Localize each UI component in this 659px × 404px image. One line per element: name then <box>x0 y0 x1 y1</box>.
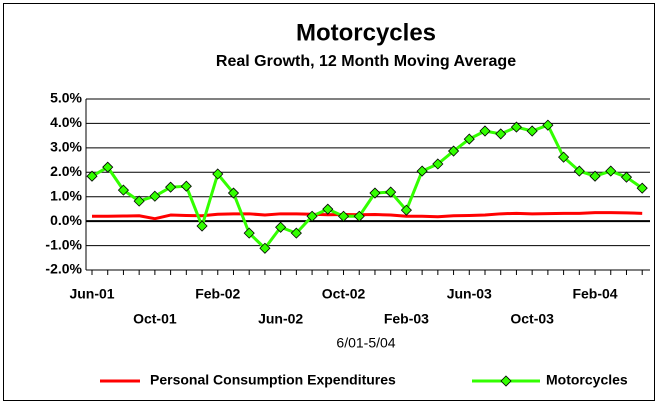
x-tick-label: Oct-01 <box>133 311 177 327</box>
data-marker <box>243 227 255 239</box>
data-marker <box>620 171 633 183</box>
y-tick-label: 1.0% <box>50 187 82 203</box>
series-line <box>92 211 643 221</box>
data-marker <box>180 180 192 192</box>
x-tick-label: Jun-03 <box>447 286 492 302</box>
data-marker <box>196 220 208 232</box>
data-marker <box>636 182 648 194</box>
x-tick-label: Jun-02 <box>258 311 303 327</box>
data-marker <box>165 181 177 193</box>
data-marker <box>337 210 350 222</box>
data-marker <box>495 128 507 140</box>
y-tick-label: 0.0% <box>50 212 82 228</box>
data-marker <box>212 168 224 180</box>
data-marker <box>275 221 287 233</box>
data-marker <box>605 165 617 177</box>
y-tick-label: -2.0% <box>45 261 82 277</box>
data-marker <box>149 190 161 202</box>
data-marker <box>86 170 98 182</box>
data-marker <box>322 203 334 215</box>
x-tick-label: Feb-04 <box>572 286 617 302</box>
data-marker <box>589 170 601 182</box>
y-tick-label: 2.0% <box>50 163 82 179</box>
data-marker <box>447 145 460 157</box>
chart-border <box>3 3 655 401</box>
y-tick-label: -1.0% <box>45 236 82 252</box>
data-marker <box>526 125 538 137</box>
x-tick-label: Feb-03 <box>384 311 429 327</box>
y-tick-label: 5.0% <box>50 90 82 106</box>
data-marker <box>385 186 397 198</box>
data-marker <box>432 158 444 170</box>
data-marker <box>117 184 130 196</box>
legend-marker <box>500 375 512 387</box>
legend-label: Motorcycles <box>546 372 628 388</box>
data-marker <box>133 195 145 207</box>
x-tick-label: Feb-02 <box>195 286 240 302</box>
data-marker <box>510 121 523 133</box>
x-tick-label: Oct-03 <box>510 311 554 327</box>
x-tick-label: Oct-02 <box>322 286 366 302</box>
y-tick-label: 3.0% <box>50 139 82 155</box>
data-marker <box>400 204 412 216</box>
legend-label: Personal Consumption Expenditures <box>150 372 396 388</box>
data-marker <box>259 242 271 254</box>
data-marker <box>369 187 381 199</box>
data-marker <box>102 161 114 173</box>
data-marker <box>558 151 570 163</box>
chart-subtitle: Real Growth, 12 Month Moving Average <box>216 53 516 70</box>
data-marker <box>416 165 428 177</box>
data-marker <box>479 125 491 137</box>
y-tick-label: 4.0% <box>50 114 82 130</box>
data-marker <box>227 187 240 199</box>
data-marker <box>573 165 585 177</box>
x-axis-label: 6/01-5/04 <box>336 335 395 351</box>
data-marker <box>353 210 365 222</box>
data-marker <box>542 119 554 131</box>
data-marker <box>306 210 318 222</box>
chart-title: Motorcycles <box>296 19 436 46</box>
data-marker <box>463 133 475 145</box>
data-marker <box>290 227 302 239</box>
x-tick-label: Jun-01 <box>69 286 114 302</box>
